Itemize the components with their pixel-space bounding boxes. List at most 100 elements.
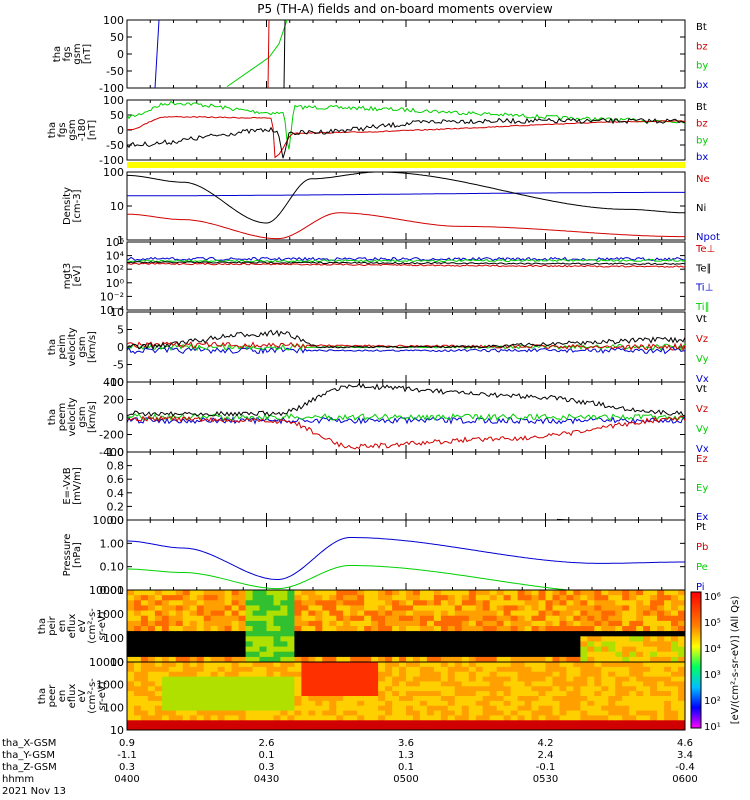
heatmap-cell (378, 700, 386, 707)
heatmap-cell (266, 681, 275, 687)
heatmap-cell (496, 590, 505, 596)
heatmap-cell (475, 646, 484, 653)
heatmap-cell (378, 671, 386, 678)
heatmap-cell (664, 725, 672, 730)
heatmap-cell (196, 590, 205, 596)
heatmap-cell (371, 725, 379, 730)
heatmap-cell (657, 662, 665, 668)
y-axis-label: Pressure[nPa] (62, 534, 83, 577)
heatmap-cell (524, 671, 533, 678)
heatmap-cell (510, 605, 519, 612)
heatmap-cell (266, 700, 275, 707)
heatmap-cell (161, 671, 170, 678)
heatmap-cell (168, 671, 177, 678)
heatmap-cell (615, 631, 623, 637)
heatmap-cell (671, 681, 679, 687)
heatmap-cell (252, 720, 261, 726)
heatmap-cell (433, 646, 442, 653)
heatmap-cell (566, 600, 574, 606)
heatmap-cell (175, 651, 184, 658)
heatmap-cell (671, 646, 679, 653)
heatmap-cell (657, 595, 665, 601)
heatmap-cell (231, 700, 240, 707)
heatmap-cell (503, 671, 512, 678)
heatmap-cell (322, 662, 330, 668)
heatmap-cell (447, 720, 456, 726)
y-tick-label: -400 (99, 446, 124, 459)
heatmap-cell (315, 595, 323, 601)
heatmap-cell (601, 700, 609, 707)
heatmap-cell (657, 710, 665, 717)
legend-entry: Vy (696, 354, 709, 365)
heatmap-cell (336, 686, 344, 692)
heatmap-cell (531, 662, 540, 668)
heatmap-cell (315, 656, 323, 662)
heatmap-cell (273, 715, 282, 721)
y-axis-label-line: [nT] (82, 44, 93, 64)
heatmap-cell (447, 700, 456, 707)
heatmap-cell (406, 620, 414, 627)
heatmap-cell (210, 662, 219, 668)
heatmap-cell (154, 681, 163, 687)
heatmap-cell (482, 691, 491, 697)
heatmap-cell (308, 610, 316, 617)
heatmap-cell (343, 641, 351, 648)
heatmap-cell (322, 615, 330, 622)
heatmap-cell (559, 605, 568, 612)
heatmap-cell (622, 696, 630, 702)
heatmap-cell (245, 626, 254, 632)
heatmap-cell (147, 631, 156, 637)
heatmap-cell (615, 641, 623, 648)
heatmap-cell (594, 646, 602, 653)
y-tick-label: 50 (110, 31, 124, 44)
heatmap-cell (482, 641, 491, 648)
heatmap-cell (392, 651, 400, 658)
heatmap-cell (224, 705, 233, 712)
heatmap-cell (127, 705, 135, 712)
heatmap-cell (573, 681, 581, 687)
heatmap-cell (580, 636, 588, 642)
heatmap-cell (140, 705, 149, 712)
heatmap-cell (140, 595, 149, 601)
heatmap-cell (643, 671, 651, 678)
heatmap-cell (301, 631, 309, 637)
heatmap-cell (217, 671, 226, 678)
heatmap-cell (336, 626, 344, 632)
heatmap-cell (433, 651, 442, 658)
heatmap-cell (454, 671, 463, 678)
heatmap-cell (587, 656, 595, 662)
heatmap-cell (371, 666, 379, 673)
heatmap-cell (419, 641, 428, 648)
heatmap-cell (231, 686, 240, 692)
y-tick-label: 10000 (89, 656, 124, 669)
y-tick-label: 10⁻⁴ (100, 304, 125, 317)
heatmap-cell (294, 600, 302, 606)
heatmap-cell (580, 705, 588, 712)
heatmap-cell (608, 620, 616, 627)
y-axis-label-line: peir (47, 615, 58, 635)
heatmap-cell (357, 620, 365, 627)
heatmap-cell (224, 656, 233, 662)
heatmap-cell (210, 681, 219, 687)
heatmap-cell (461, 710, 470, 717)
heatmap-cell (489, 705, 498, 712)
heatmap-cell (238, 600, 247, 606)
heatmap-cell (231, 615, 240, 622)
heatmap-cell (287, 656, 295, 662)
x-axis-tick-label: -0.4 (675, 762, 695, 773)
heatmap-cell (399, 662, 407, 668)
heatmap-cell (203, 636, 212, 642)
heatmap-cell (468, 620, 477, 627)
heatmap-cell (566, 700, 574, 707)
heatmap-cell (650, 595, 658, 601)
heatmap-cell (636, 691, 644, 697)
heatmap-cell (385, 696, 393, 702)
heatmap-cell (168, 705, 177, 712)
heatmap-cell (357, 641, 365, 648)
heatmap-cell (587, 600, 595, 606)
heatmap-cell (399, 636, 407, 642)
heatmap-cell (538, 636, 547, 642)
heatmap-cell (482, 686, 491, 692)
heatmap-cell (594, 710, 602, 717)
heatmap-cell (678, 636, 685, 642)
